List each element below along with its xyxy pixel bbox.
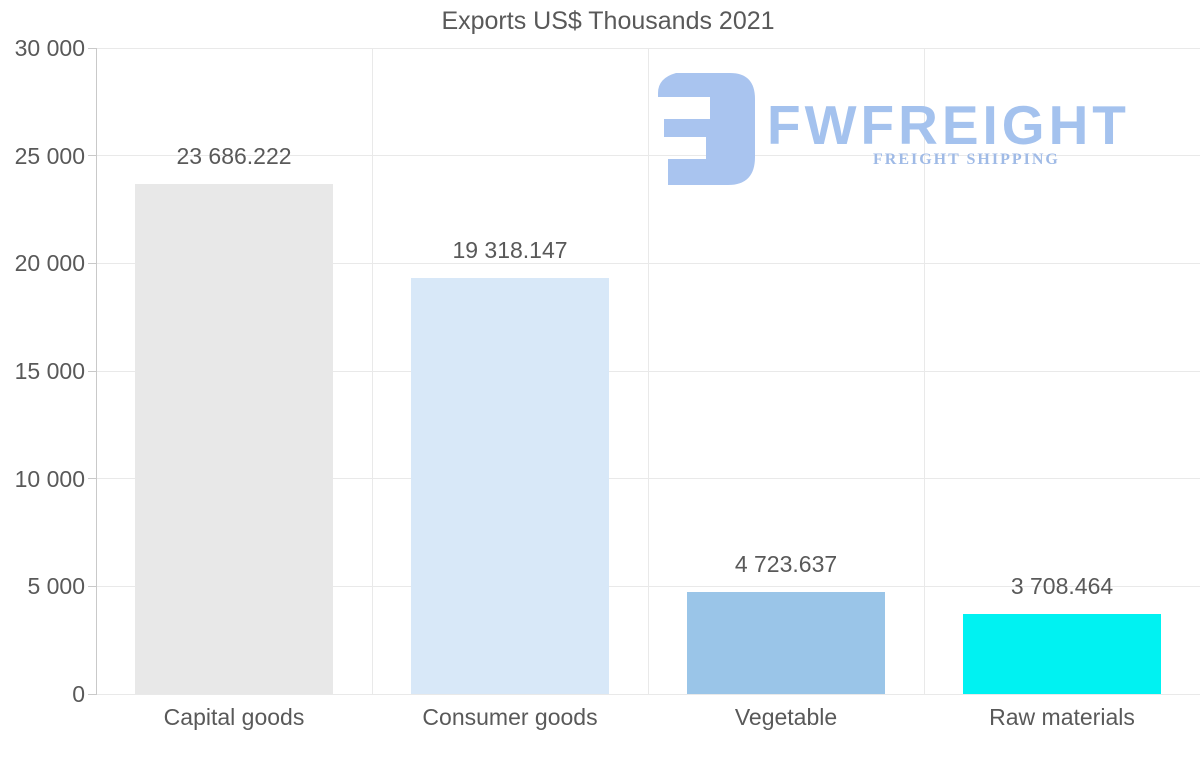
y-tick-mark — [88, 262, 96, 264]
bar — [963, 614, 1161, 694]
x-gridline — [647, 48, 649, 694]
y-gridline — [96, 693, 1200, 695]
y-tick-mark — [88, 478, 96, 480]
brand-tagline: FREIGHT SHIPPING — [873, 151, 1060, 168]
x-category-label: Consumer goods — [422, 704, 598, 730]
brand-logo-icon — [658, 73, 755, 185]
x-category-label: Raw materials — [989, 704, 1135, 730]
brand-watermark: FWFREIGHT FREIGHT SHIPPING — [648, 73, 1168, 185]
y-tick-mark — [88, 693, 96, 695]
y-axis-line — [96, 48, 97, 695]
y-tick-label: 30 000 — [14, 35, 85, 61]
y-tick-label: 5 000 — [27, 573, 85, 600]
bar-value-label: 4 723.637 — [734, 551, 838, 577]
chart-title: Exports US$ Thousands 2021 — [441, 7, 775, 35]
bar — [135, 184, 333, 694]
bar — [687, 592, 885, 694]
x-category-label: Capital goods — [163, 704, 305, 730]
y-tick-mark — [88, 370, 96, 372]
bar-value-label: 23 686.222 — [176, 143, 292, 169]
y-tick-label: 20 000 — [14, 250, 85, 277]
bar — [411, 278, 609, 694]
y-axis: 0 5 000 10 000 15 000 20 000 25 000 30 000 — [0, 0, 96, 763]
brand-name: FWFREIGHT — [767, 94, 1130, 156]
x-axis: Capital goods Consumer goods Vegetable Raw … — [96, 703, 1200, 739]
x-gridline — [371, 48, 373, 694]
plot-area: 23 686.222 19 318.147 4 723.637 3 708.464 — [96, 47, 1200, 695]
bar-value-label: 19 318.147 — [452, 237, 568, 263]
y-tick-mark — [88, 155, 96, 157]
y-tick-label: 0 — [72, 681, 85, 707]
x-gridline — [923, 48, 925, 694]
y-tick-mark — [88, 47, 96, 49]
y-tick-label: 15 000 — [14, 358, 85, 384]
bar-value-label: 3 708.464 — [1010, 573, 1114, 599]
x-category-label: Vegetable — [734, 704, 838, 730]
y-tick-label: 25 000 — [14, 142, 85, 169]
y-tick-mark — [88, 585, 96, 587]
y-tick-label: 10 000 — [14, 465, 85, 492]
